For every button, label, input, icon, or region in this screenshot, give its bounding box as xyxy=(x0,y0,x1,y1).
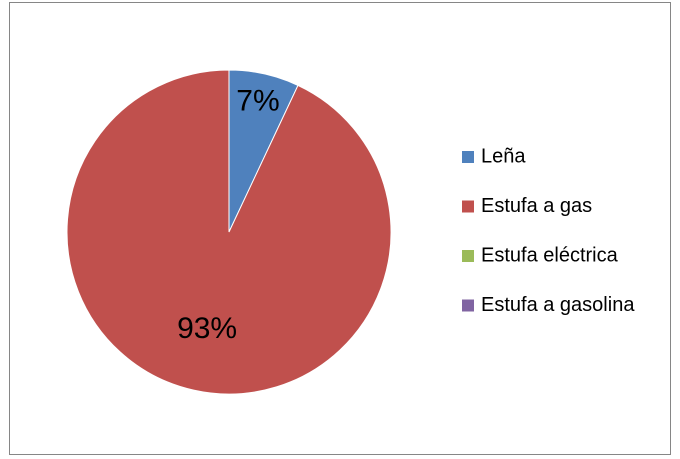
legend-label: Leña xyxy=(481,145,526,167)
data-label: 7% xyxy=(236,84,279,117)
legend-label: Estufa a gasolina xyxy=(481,294,635,316)
legend-label: Estufa eléctrica xyxy=(481,244,619,266)
legend-swatch xyxy=(462,151,474,163)
legend-swatch xyxy=(462,299,474,312)
data-label: 93% xyxy=(177,312,237,345)
legend-swatch xyxy=(462,250,474,262)
legend-label: Estufa a gas xyxy=(481,195,592,217)
pie-slice xyxy=(66,69,392,395)
legend-swatch xyxy=(462,200,474,213)
